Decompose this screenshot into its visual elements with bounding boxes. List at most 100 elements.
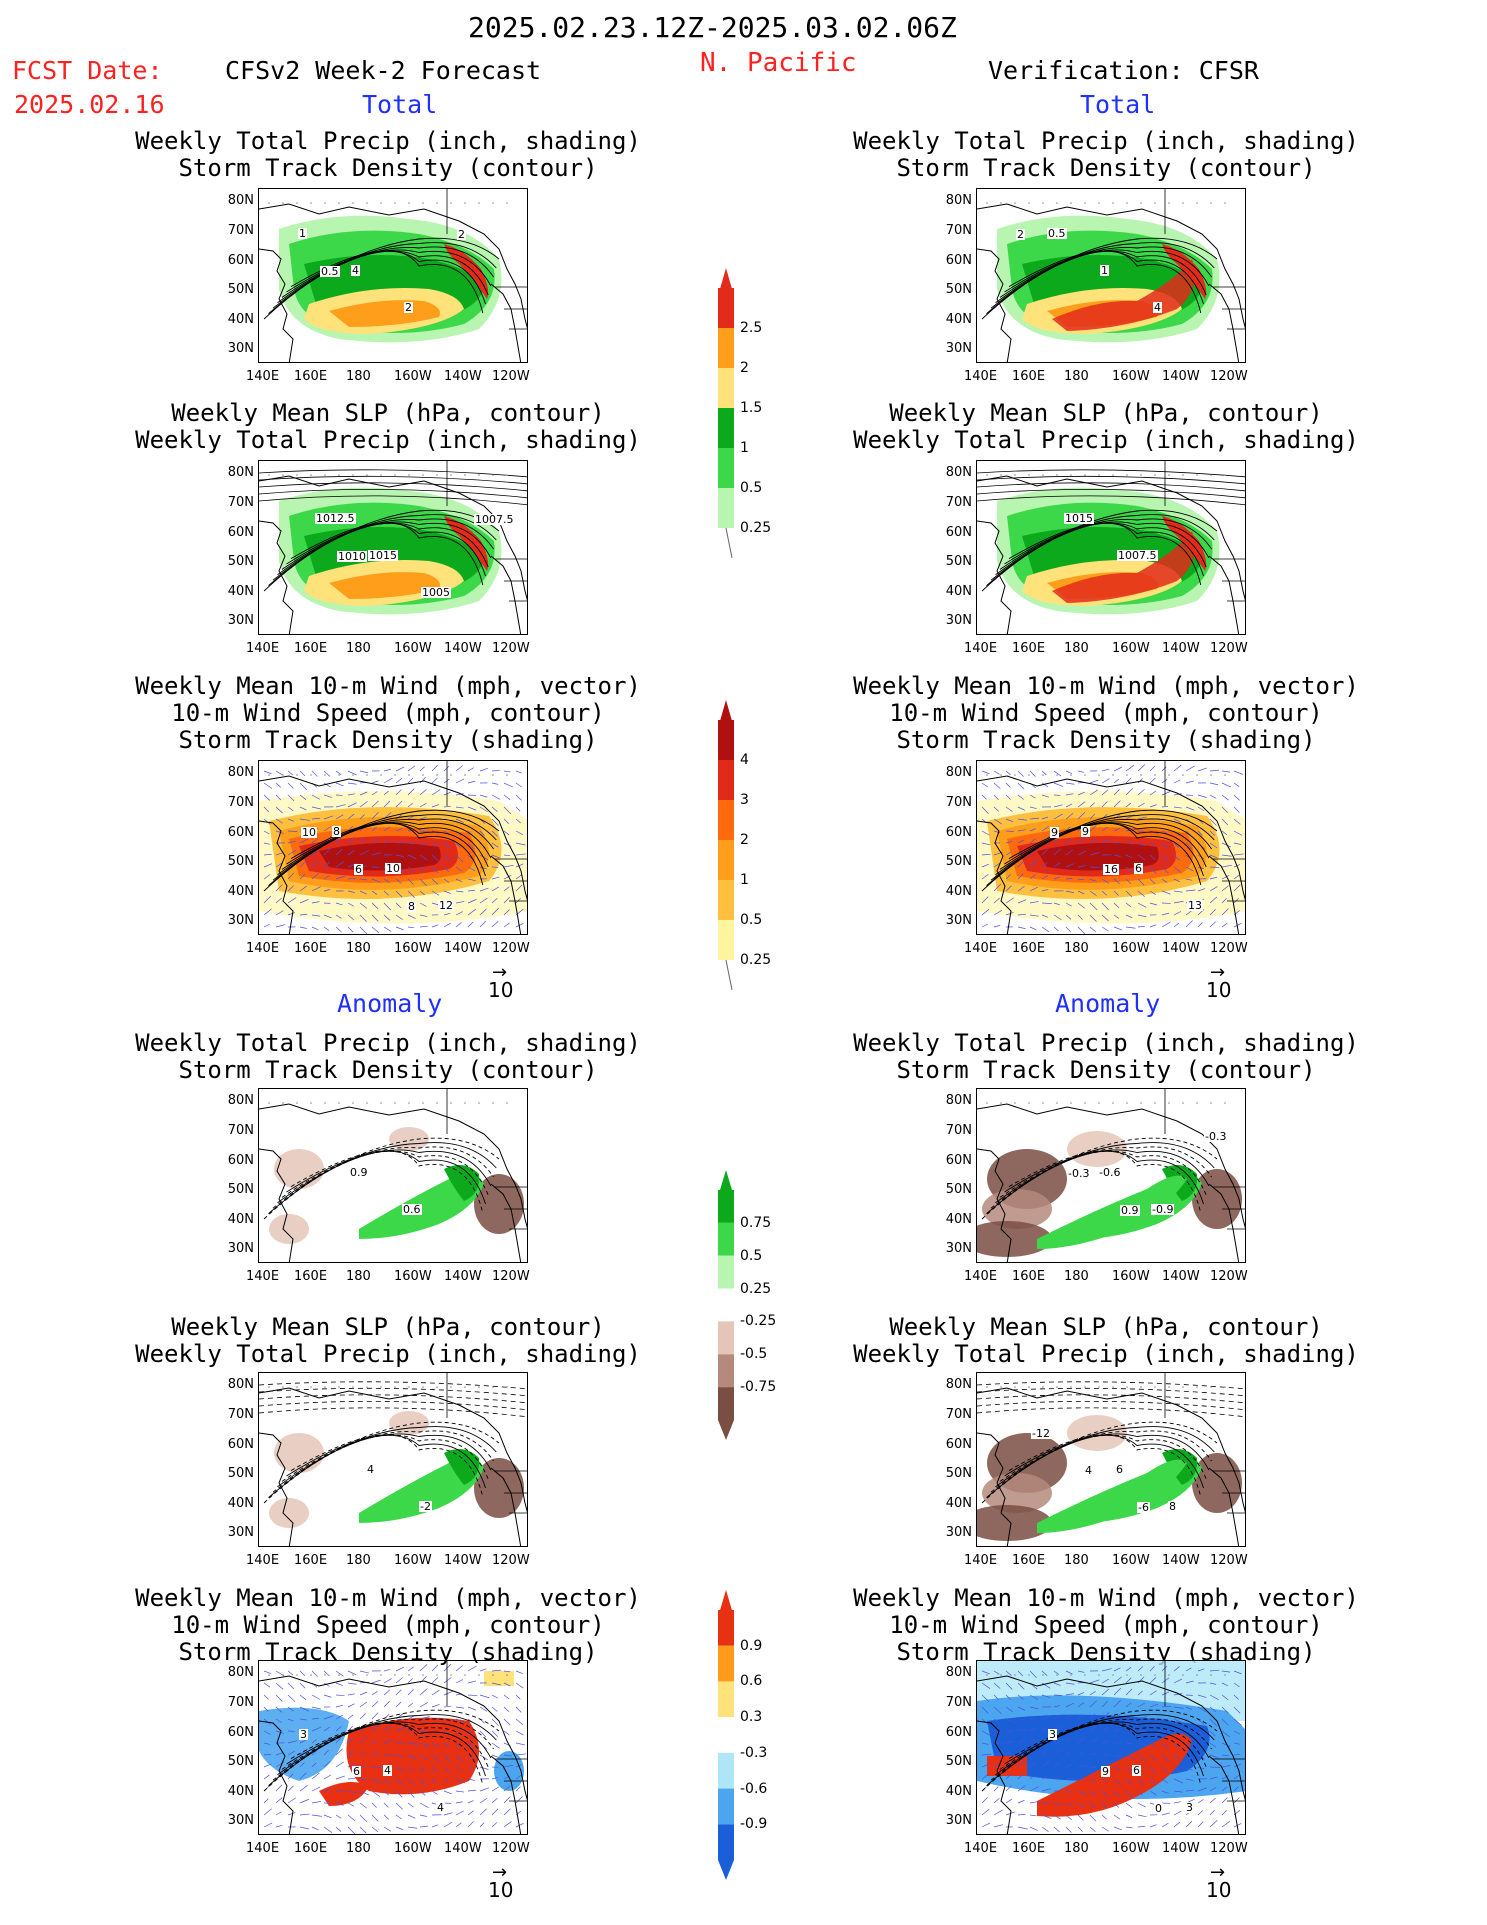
wind-vector: [299, 899, 309, 904]
lon-tick-label: 120W: [492, 369, 530, 384]
grid-dot: [1028, 774, 1030, 776]
wind-vector: [1185, 1789, 1195, 1792]
wind-vector: [1149, 777, 1156, 784]
wind-vector: [299, 1826, 310, 1830]
wind-vector: [371, 1679, 381, 1684]
wind-vector: [503, 770, 511, 773]
wind-vector: [455, 818, 464, 823]
wind-vector: [981, 1742, 989, 1745]
lon-tick-label: 180: [1064, 1841, 1089, 1856]
wind-vector: [275, 1718, 282, 1723]
lat-tick-label: 30N: [945, 341, 972, 356]
contour-line: [277, 1149, 492, 1204]
wind-vector: [1149, 866, 1157, 874]
lon-tick-label: 160E: [294, 641, 328, 656]
map-panel: [258, 460, 528, 635]
lon-tick-label: 180: [1064, 369, 1089, 384]
map-svg: [259, 1661, 527, 1834]
wind-vector: [1017, 885, 1025, 892]
lat-tick-label: 50N: [945, 1182, 972, 1197]
wind-vector: [299, 782, 308, 791]
wind-vector: [335, 804, 346, 808]
wind-vector: [311, 1717, 320, 1720]
wind-vector: [1101, 914, 1109, 922]
vector-reference: → 10: [488, 1864, 513, 1903]
grid-dot: [1168, 1102, 1170, 1104]
lat-tick-label: 50N: [227, 554, 254, 569]
contour-label: 2: [404, 301, 413, 314]
wind-vector: [383, 768, 392, 772]
wind-vector: [419, 914, 428, 917]
wind-vector: [491, 1682, 502, 1686]
panel-title: Weekly Mean SLP (hPa, contour) Weekly Tot…: [108, 400, 668, 454]
wind-vector: [1185, 1778, 1194, 1781]
wind-vector: [335, 1761, 344, 1768]
grid-dot: [436, 202, 438, 204]
wind-vector: [503, 794, 511, 801]
wind-vector: [1173, 1821, 1181, 1828]
wind-vector: [1137, 1778, 1145, 1786]
grid-dot: [1014, 1386, 1016, 1388]
wind-vector: [1113, 1687, 1122, 1696]
wind-vector: [263, 1774, 270, 1780]
grid-dot: [1028, 1102, 1030, 1104]
wind-vector: [1113, 1728, 1120, 1732]
anomaly-shade: [274, 1149, 324, 1189]
grid-dot: [408, 1674, 410, 1676]
wind-vector: [431, 789, 441, 796]
state-borders: [495, 1470, 527, 1514]
lon-tick-label: 120W: [492, 1269, 530, 1284]
anomaly-shade: [359, 1456, 484, 1523]
contour-label: 3: [1048, 1728, 1057, 1741]
grid-dot: [1126, 1102, 1128, 1104]
map-panel: [976, 188, 1246, 363]
grid-dot: [324, 774, 326, 776]
wind-vector: [1149, 878, 1156, 884]
wind-vector: [395, 1790, 403, 1798]
grid-dot: [450, 202, 452, 204]
wind-vector: [299, 885, 307, 892]
lat-tick-label: 80N: [945, 765, 972, 780]
contours: [981, 237, 1218, 320]
wind-vector: [443, 912, 451, 916]
wind-vector: [491, 769, 500, 772]
wind-vector: [359, 1713, 366, 1720]
wind-vector: [287, 782, 294, 789]
colorbar-label: 0.3: [740, 1709, 763, 1726]
wind-vector: [1113, 1700, 1122, 1708]
wind-vector: [347, 1682, 357, 1685]
wind-vector: [1137, 925, 1145, 928]
lat-tick-label: 80N: [227, 1093, 254, 1108]
wind-vector: [467, 1778, 475, 1781]
grid-dots: [986, 474, 1226, 476]
grid-dot: [1056, 1386, 1058, 1388]
wind-vector: [1149, 890, 1156, 895]
map-svg: [977, 461, 1245, 634]
colorbar-label: 0.25: [740, 520, 772, 536]
wind-vector: [1221, 1797, 1228, 1804]
contour-line: [1008, 250, 1202, 314]
grid-dot: [282, 474, 284, 476]
wind-vector: [1041, 794, 1050, 798]
wind-vector: [1041, 1727, 1048, 1732]
map-panel: [258, 188, 528, 363]
grid-dot: [506, 474, 508, 476]
colorbar-label: 3: [740, 792, 749, 808]
wind-vector: [431, 765, 438, 772]
wind-vector: [1101, 878, 1109, 884]
wind-vector: [371, 1691, 378, 1696]
grid-dot: [1182, 774, 1184, 776]
wind-vector: [1209, 1682, 1217, 1685]
wind-vector: [419, 766, 425, 772]
wind-vector: [323, 782, 331, 788]
wind-vector: [419, 830, 430, 832]
wind-vector: [1209, 896, 1218, 904]
lon-tick-label: 140E: [964, 369, 998, 384]
lon-tick-label: 180: [1064, 1553, 1089, 1568]
lon-tick-label: 160E: [1012, 941, 1046, 956]
state-borders: [1213, 1186, 1245, 1230]
wind-vector: [1221, 922, 1228, 928]
contour-line: [259, 475, 527, 485]
lat-tick-label: 50N: [945, 1754, 972, 1769]
wind-vector: [455, 922, 462, 928]
